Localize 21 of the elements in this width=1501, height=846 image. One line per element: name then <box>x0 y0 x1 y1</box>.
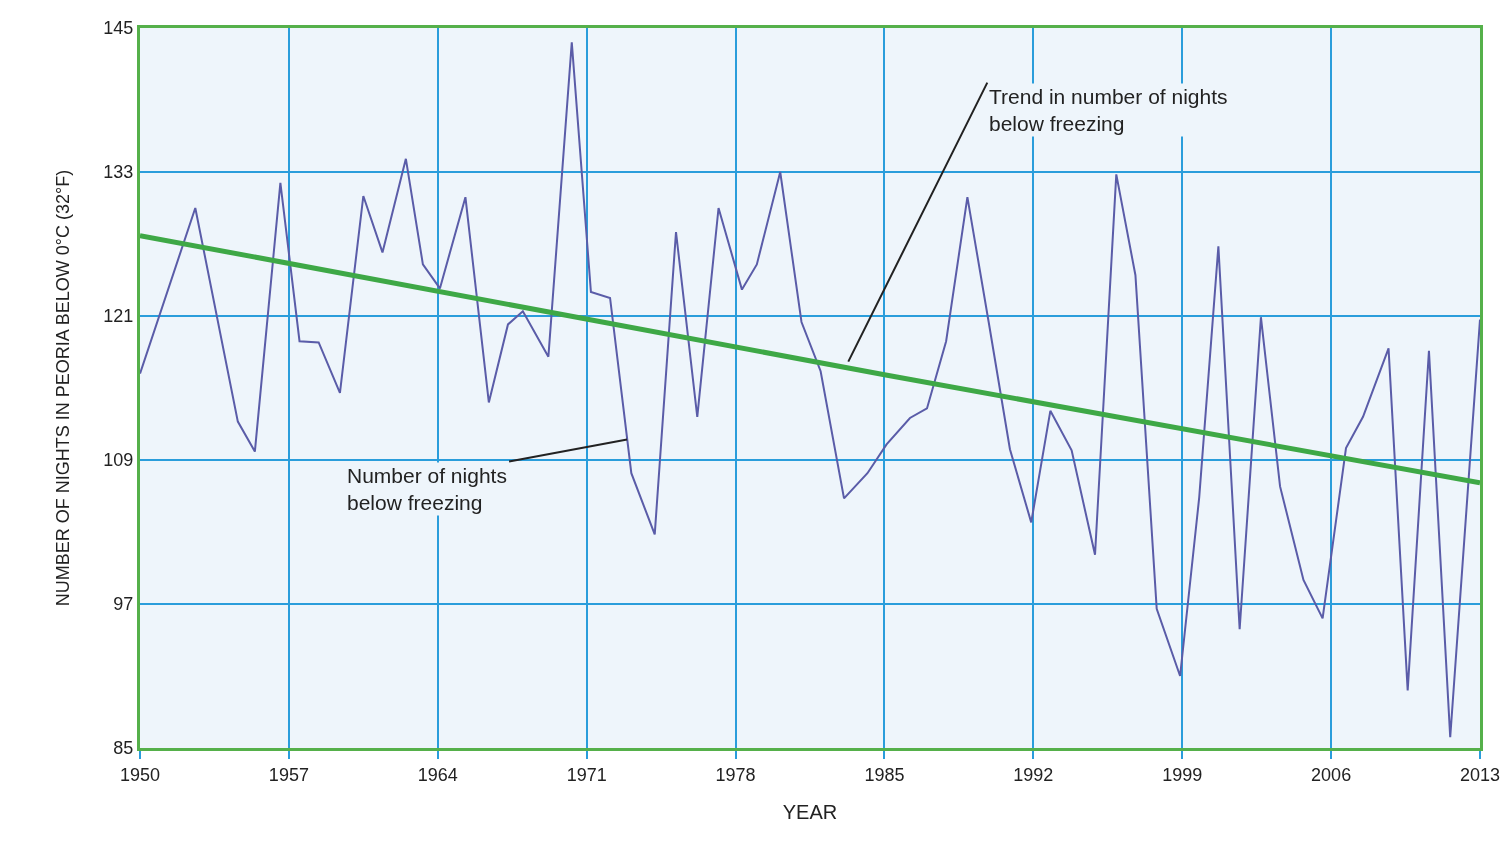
x-tick-label: 1999 <box>1162 764 1203 785</box>
y-tick-label: 121 <box>103 306 134 327</box>
x-tick-label: 1985 <box>864 764 905 785</box>
x-tick-label: 2006 <box>1311 764 1352 785</box>
y-tick-label: 97 <box>113 594 134 615</box>
y-tick-label: 85 <box>113 738 134 759</box>
x-tick-label: 2013 <box>1459 764 1501 785</box>
annotation: Trend in number of nights below freezing <box>989 85 1228 136</box>
x-tick-label: 1971 <box>566 764 607 785</box>
x-tick-label: 1957 <box>268 764 309 785</box>
x-tick-label: 1992 <box>1013 764 1054 785</box>
x-tick-label: 1950 <box>119 764 161 785</box>
x-tick-label: 1978 <box>715 764 756 785</box>
y-axis-title: NUMBER OF NIGHTS IN PEORIA BELOW 0°C (32°F) <box>52 169 73 607</box>
annotation: Number of nights below freezing <box>347 464 507 515</box>
y-tick-label: 133 <box>103 162 134 183</box>
y-tick-label: 145 <box>103 18 134 39</box>
x-axis-title: YEAR <box>782 801 838 824</box>
x-tick-label: 1964 <box>417 764 458 785</box>
line-series <box>140 41 1480 739</box>
y-tick-label: 109 <box>103 450 134 471</box>
